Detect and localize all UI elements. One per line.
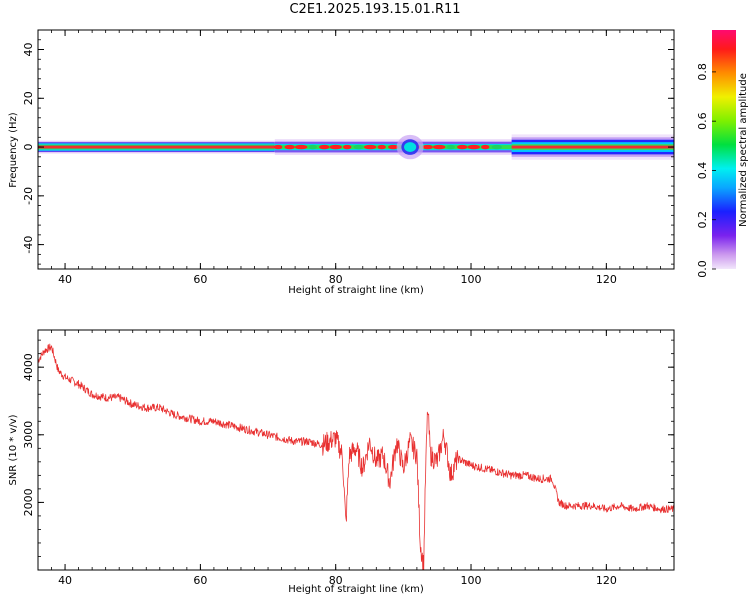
spectrogram-y-tick-label: 0: [22, 144, 35, 151]
spectrogram-y-tick-label: 20: [22, 91, 35, 105]
snr-y-tick-label: 4000: [22, 353, 35, 381]
spectrogram-x-tick-label: 40: [58, 273, 72, 286]
spectrogram-ylabel: Frequency (Hz): [8, 112, 19, 188]
snr-x-tick-label: 40: [58, 574, 72, 587]
spectrogram-blob: [329, 144, 342, 150]
snr-x-tick-label: 100: [461, 574, 482, 587]
snr-x-tick-label: 80: [329, 574, 343, 587]
spectrogram-blob: [342, 144, 352, 150]
spectrogram-spread-center: [404, 142, 417, 152]
spectrogram-xlabel: Height of straight line (km): [288, 285, 424, 296]
spectrogram-x-tick-label: 100: [461, 273, 482, 286]
snr-y-axis: 2000 3000 4000: [22, 339, 674, 571]
spectrogram-y-tick-label: -40: [22, 236, 35, 254]
spectrogram-layer: [511, 145, 674, 149]
spectrogram-blob: [363, 144, 377, 150]
colorbar: 0.0 0.2 0.4 0.6 0.8 Normalized spectral ampl…: [696, 30, 749, 278]
spectrogram-blob: [387, 144, 399, 150]
snr-x-axis: 40 60 80 100 120: [37, 330, 675, 587]
colorbar-label: Normalized spectral amplitude: [738, 73, 749, 227]
colorbar-tick-label: 0.4: [696, 162, 709, 180]
spectrogram-blob: [353, 144, 364, 150]
spectrogram-blob: [446, 144, 455, 150]
snr-xlabel: Height of straight line (km): [288, 584, 424, 595]
spectrogram-blob: [284, 144, 295, 150]
snr-frame: [37, 329, 675, 571]
colorbar-ticks: 0.0 0.2 0.4 0.6 0.8: [696, 63, 716, 278]
spectrogram-layer: [38, 145, 275, 149]
spectrogram-band: [38, 134, 674, 160]
snr-y-tick-label: 3000: [22, 421, 35, 449]
colorbar-tick-label: 0.8: [696, 63, 709, 81]
snr-ylabel: SNR (10 * v/v): [8, 414, 19, 485]
spectrogram-y-tick-label: 40: [22, 43, 35, 57]
spectrogram-blob: [491, 144, 502, 150]
spectrogram-blob: [432, 144, 446, 150]
snr-y-tick-label: 2000: [22, 488, 35, 516]
spectrogram-x-tick-label: 80: [329, 273, 343, 286]
spectrogram-y-axis: -40 -20 0 20 40: [22, 29, 674, 265]
snr-series-line: [38, 343, 674, 570]
spectrogram-frame: [37, 29, 675, 270]
spectrogram-x-axis: 40 60 80 100 120: [37, 30, 675, 286]
colorbar-tick-label: 0.6: [696, 112, 709, 130]
spectrogram-blob: [318, 144, 330, 150]
spectrogram-panel: 40 60 80 100 120 -40 -20 0 20 40 Height of strai…: [8, 29, 675, 296]
spectrogram-y-tick-label: -20: [22, 187, 35, 205]
spectrogram-blob: [273, 144, 283, 150]
snr-x-tick-label: 60: [193, 574, 207, 587]
spectrogram-x-tick-label: 60: [193, 273, 207, 286]
snr-panel: 40 60 80 100 120 2000 3000 4000 Height of stra…: [8, 329, 675, 595]
spectrogram-x-tick-label: 120: [596, 273, 617, 286]
snr-x-tick-label: 120: [596, 574, 617, 587]
chart-title: C2E1.2025.193.15.01.R11: [289, 2, 461, 17]
spectrogram-blob: [294, 144, 308, 150]
colorbar-tick-label: 0.2: [696, 211, 709, 229]
spectrogram-blob: [481, 144, 490, 150]
spectrogram-blob: [308, 144, 317, 150]
spectrogram-blob: [457, 144, 468, 150]
spectrogram-blob: [422, 144, 433, 150]
spectrogram-blob: [377, 144, 386, 150]
spectrogram-blob: [467, 144, 480, 150]
colorbar-gradient: [712, 30, 736, 269]
colorbar-tick-label: 0.0: [696, 260, 709, 278]
